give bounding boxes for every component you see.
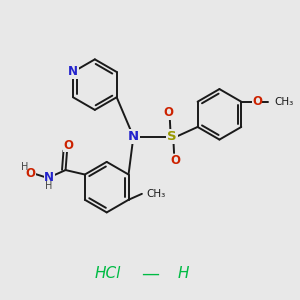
Text: HCl: HCl <box>95 266 122 281</box>
Text: H: H <box>178 266 190 281</box>
Text: H: H <box>21 162 28 172</box>
Text: O: O <box>63 139 73 152</box>
Text: S: S <box>167 130 177 143</box>
Text: CH₃: CH₃ <box>146 189 166 199</box>
Text: —: — <box>141 265 159 283</box>
Text: CH₃: CH₃ <box>274 97 293 107</box>
Text: O: O <box>170 154 181 167</box>
Text: N: N <box>68 65 78 79</box>
Text: N: N <box>44 171 54 184</box>
Text: O: O <box>25 167 35 180</box>
Text: N: N <box>128 130 139 143</box>
Text: H: H <box>45 181 52 191</box>
Text: O: O <box>164 106 173 119</box>
Text: O: O <box>252 95 262 108</box>
